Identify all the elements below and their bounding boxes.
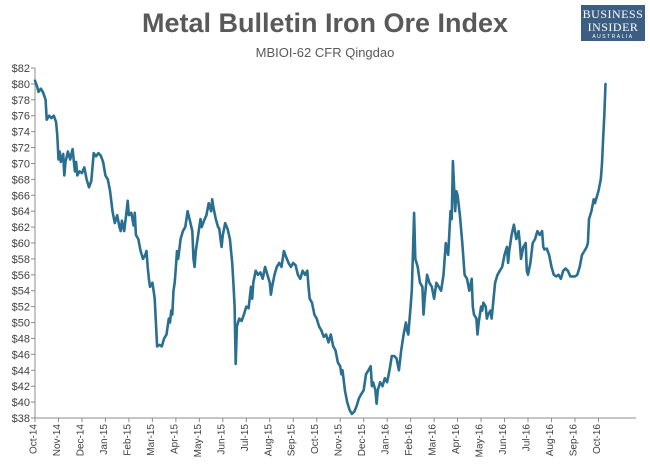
y-tick-label: $72: [12, 143, 30, 155]
y-tick-label: $40: [12, 397, 30, 409]
logo-line-business: BUSINESS: [582, 7, 644, 21]
y-tick-label: $52: [12, 302, 30, 314]
x-tick-label: Jul-15: [240, 424, 251, 452]
x-tick-label: Dec-15: [357, 424, 368, 457]
x-tick-label: Jul-16: [522, 424, 533, 452]
y-tick-label: $76: [12, 111, 30, 123]
y-tick-label: $56: [12, 270, 30, 282]
y-tick-label: $38: [12, 413, 30, 425]
y-tick-label: $50: [12, 318, 30, 330]
y-tick-label: $80: [12, 79, 30, 91]
y-tick-label: $62: [12, 222, 30, 234]
x-tick-label: Feb-16: [404, 424, 415, 456]
y-tick-label: $78: [12, 95, 30, 107]
y-axis: $38 $40 $42 $44 $46 $48 $50 $52 $54 $56 $58 $60 $62 $…: [12, 63, 36, 425]
x-tick-label: Mar-16: [428, 424, 439, 456]
x-tick-label: Dec-14: [75, 424, 86, 457]
y-tick-label: $66: [12, 190, 30, 202]
x-tick-label: Jan-16: [381, 424, 392, 455]
y-tick-label: $60: [12, 238, 30, 250]
logo-line-australia: AUSTRALIA: [592, 34, 634, 40]
y-tick-label: $58: [12, 254, 30, 266]
x-tick-label: Oct-16: [592, 424, 603, 454]
y-tick-label: $54: [12, 286, 30, 298]
x-tick-label: Jun-16: [498, 424, 509, 455]
x-tick-label: Aug-16: [545, 424, 556, 457]
x-tick-label: May-16: [475, 424, 486, 458]
x-tick-label: Jan-15: [99, 424, 110, 455]
plot-area: [33, 79, 607, 416]
x-axis: Oct-14 Nov-14 Dec-14 Jan-15 Feb-15 Mar-15 Apr-…: [29, 417, 636, 458]
x-tick-label: Sep-15: [287, 424, 298, 457]
y-tick-label: $74: [12, 127, 30, 139]
y-tick-label: $46: [12, 349, 30, 361]
x-tick-label: Mar-15: [146, 424, 157, 456]
x-tick-label: Sep-16: [568, 424, 579, 457]
x-tick-label: Feb-15: [122, 424, 133, 456]
x-tick-label: Jun-15: [216, 424, 227, 455]
y-tick-label: $68: [12, 174, 30, 186]
x-tick-label: Apr-15: [169, 424, 180, 454]
y-tick-label: $70: [12, 158, 30, 170]
y-tick-label: $42: [12, 381, 30, 393]
x-tick-label: Aug-15: [263, 424, 274, 457]
x-tick-label: May-15: [193, 424, 204, 458]
x-tick-label: Oct-15: [310, 424, 321, 454]
chart-subtitle: MBIOI-62 CFR Qingdao: [255, 45, 395, 60]
x-tick-label: Oct-14: [29, 424, 40, 454]
x-tick-label: Apr-16: [451, 424, 462, 454]
x-tick-label: Nov-14: [52, 424, 63, 457]
y-tick-label: $48: [12, 333, 30, 345]
chart-title: Metal Bulletin Iron Ore Index: [141, 8, 509, 38]
logo-line-insider: INSIDER: [587, 20, 639, 34]
x-tick-label: Nov-15: [334, 424, 345, 457]
y-tick-label: $44: [12, 365, 30, 377]
y-tick-label: $64: [12, 206, 30, 218]
series-line: [33, 79, 607, 416]
y-tick-label: $82: [12, 63, 30, 75]
business-insider-logo: BUSINESS INSIDER AUSTRALIA: [581, 5, 645, 41]
